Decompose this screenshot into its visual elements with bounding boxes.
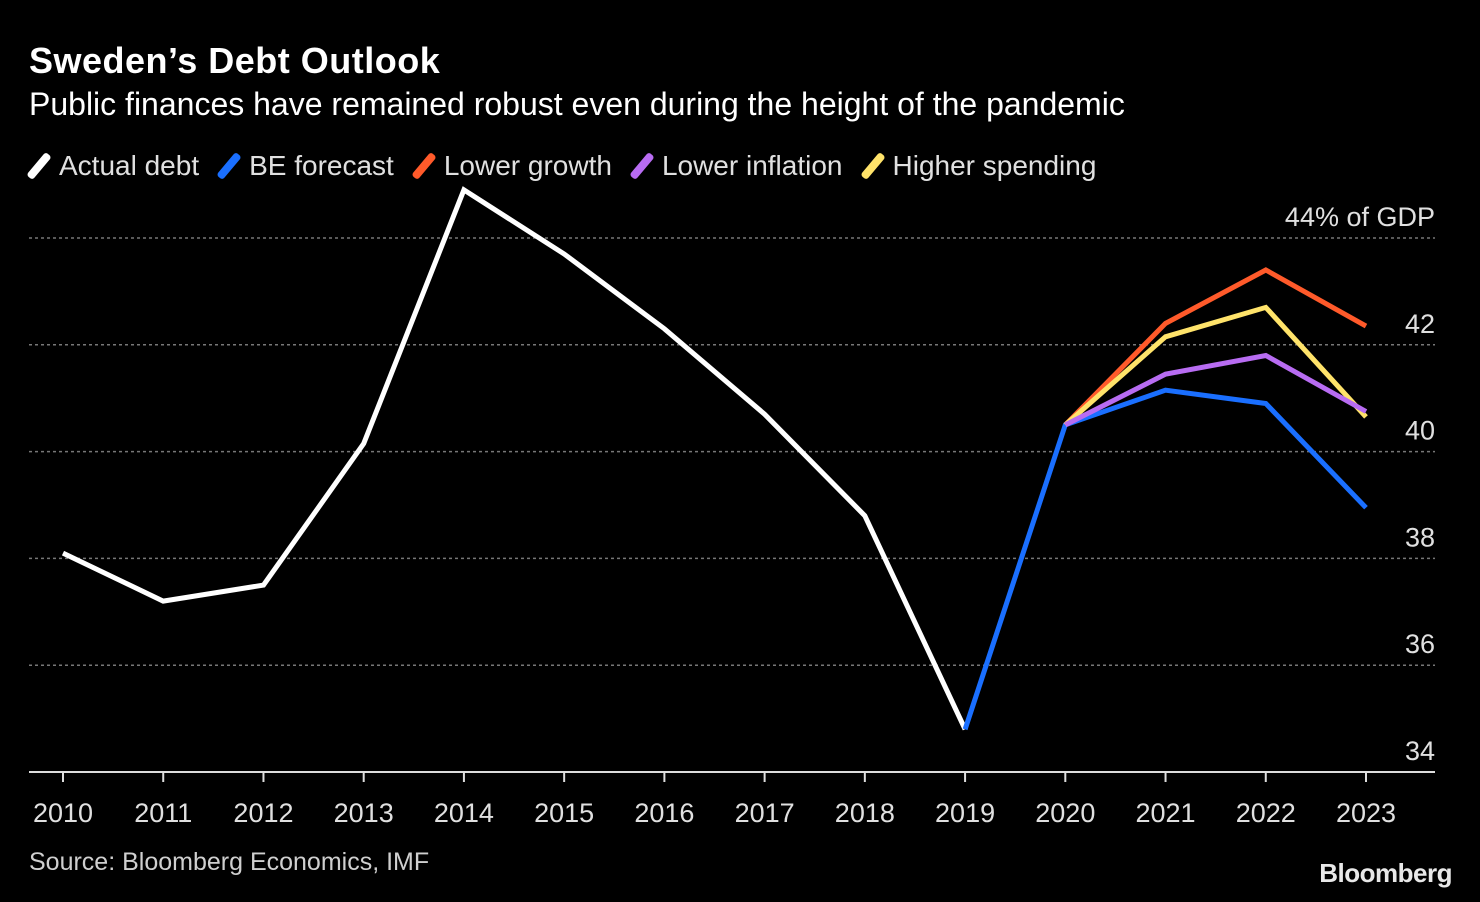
x-tick-label: 2014: [434, 798, 494, 828]
legend-item: Actual debt: [26, 150, 200, 182]
y-tick-label: 44% of GDP: [1285, 202, 1435, 232]
legend-item: Lower inflation: [629, 150, 843, 182]
legend-item: Lower growth: [411, 150, 612, 182]
x-tick-label: 2023: [1336, 798, 1396, 828]
series-line-lower-growth: [1063, 267, 1368, 427]
x-tick-label: 2018: [835, 798, 895, 828]
x-tick-label: 2020: [1035, 798, 1095, 828]
legend-label: BE forecast: [249, 150, 394, 181]
y-tick-label: 42: [1405, 309, 1435, 339]
series-line-be-forecast: [962, 387, 1368, 731]
legend: Actual debt BE forecast Lower growth Lower …: [26, 150, 1097, 182]
y-tick-label: 36: [1405, 629, 1435, 659]
legend-item: Higher spending: [859, 150, 1097, 182]
chart-title: Sweden’s Debt Outlook: [29, 40, 441, 81]
x-tick-label: 2011: [134, 798, 192, 828]
x-tick-label: 2019: [935, 798, 995, 828]
legend-item: BE forecast: [216, 150, 394, 182]
y-tick-label: 38: [1405, 522, 1435, 552]
series-line-higher-spending: [1063, 304, 1368, 427]
legend-label: Higher spending: [892, 150, 1097, 181]
series-line-lower-inflation: [1064, 352, 1368, 428]
x-tick-label: 2021: [1135, 798, 1195, 828]
source-note: Source: Bloomberg Economics, IMF: [29, 848, 430, 876]
x-tick-label: 2022: [1236, 798, 1296, 828]
x-tick-label: 2012: [233, 798, 293, 828]
x-tick-label: 2010: [33, 798, 93, 828]
chart-subtitle: Public finances have remained robust eve…: [29, 86, 1125, 122]
x-tick-label: 2013: [334, 798, 394, 828]
legend-label: Lower growth: [443, 150, 612, 181]
x-tick-label: 2015: [534, 798, 594, 828]
x-tick-label: 2016: [634, 798, 694, 828]
x-tick-label: 2017: [735, 798, 795, 828]
legend-label: Actual debt: [59, 150, 200, 181]
y-tick-label: 40: [1405, 416, 1435, 446]
bloomberg-logo: Bloomberg: [1319, 858, 1452, 888]
series-line-actual-debt: [61, 186, 968, 731]
legend-label: Lower inflation: [661, 150, 843, 181]
y-tick-label: 34: [1405, 736, 1435, 766]
